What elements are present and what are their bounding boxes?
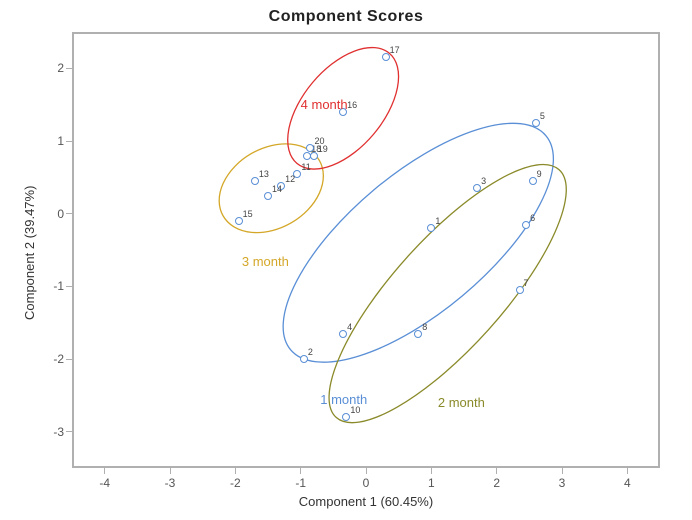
y-tick-mark [66, 431, 72, 432]
x-tick-label: 2 [493, 476, 500, 490]
y-tick-mark [66, 141, 72, 142]
data-point [235, 217, 243, 225]
x-tick-label: -2 [230, 476, 241, 490]
data-point-label: 9 [537, 169, 542, 179]
data-point [251, 177, 259, 185]
x-tick-label: 4 [624, 476, 631, 490]
data-point-label: 2 [308, 347, 313, 357]
data-point-label: 17 [390, 45, 400, 55]
data-point-label: 3 [481, 176, 486, 186]
data-point [342, 413, 350, 421]
data-point-label: 16 [347, 100, 357, 110]
data-point [516, 286, 524, 294]
cluster-label-1-month: 1 month [320, 392, 367, 407]
data-point [529, 177, 537, 185]
data-point-label: 15 [243, 209, 253, 219]
x-tick-mark [235, 468, 236, 474]
x-tick-label: -1 [295, 476, 306, 490]
data-point-label: 13 [259, 169, 269, 179]
component-scores-figure: Component Scores Component 1 (60.45%) Co… [0, 0, 692, 520]
data-point [300, 355, 308, 363]
x-tick-mark [627, 468, 628, 474]
data-point [522, 221, 530, 229]
x-tick-label: -4 [99, 476, 110, 490]
y-tick-label: 2 [44, 61, 64, 75]
data-point [532, 119, 540, 127]
x-tick-label: 0 [363, 476, 370, 490]
cluster-label-3-month: 3 month [242, 254, 289, 269]
data-point-label: 14 [272, 184, 282, 194]
x-tick-mark [104, 468, 105, 474]
y-tick-label: 0 [44, 207, 64, 221]
x-tick-mark [496, 468, 497, 474]
data-point-label: 4 [347, 322, 352, 332]
data-point [310, 152, 318, 160]
y-tick-mark [66, 213, 72, 214]
x-tick-mark [431, 468, 432, 474]
data-point-label: 11 [301, 162, 310, 172]
x-axis-label: Component 1 (60.45%) [72, 494, 660, 509]
x-tick-mark [170, 468, 171, 474]
x-tick-mark [562, 468, 563, 474]
x-tick-label: -3 [165, 476, 176, 490]
y-axis-label: Component 2 (39.47%) [22, 186, 37, 320]
data-point-label: 1 [435, 216, 440, 226]
data-point-label: 20 [314, 136, 324, 146]
data-point [473, 184, 481, 192]
data-point [264, 192, 272, 200]
y-tick-label: -1 [44, 279, 64, 293]
y-tick-label: 1 [44, 134, 64, 148]
cluster-label-4-month: 4 month [301, 97, 348, 112]
data-point [339, 330, 347, 338]
x-tick-label: 3 [559, 476, 566, 490]
data-point-label: 6 [530, 213, 535, 223]
data-point-label: 12 [285, 174, 295, 184]
y-tick-label: -2 [44, 352, 64, 366]
data-point [382, 53, 390, 61]
y-tick-label: -3 [44, 425, 64, 439]
data-point [414, 330, 422, 338]
y-tick-mark [66, 68, 72, 69]
x-tick-mark [300, 468, 301, 474]
chart-title: Component Scores [0, 8, 692, 26]
data-point-label: 5 [540, 111, 545, 121]
y-tick-mark [66, 286, 72, 287]
data-point-label: 8 [422, 322, 427, 332]
cluster-label-2-month: 2 month [438, 395, 485, 410]
y-tick-mark [66, 359, 72, 360]
data-point-label: 7 [524, 278, 529, 288]
x-tick-mark [366, 468, 367, 474]
data-point [306, 144, 314, 152]
data-point [427, 224, 435, 232]
x-tick-label: 1 [428, 476, 435, 490]
